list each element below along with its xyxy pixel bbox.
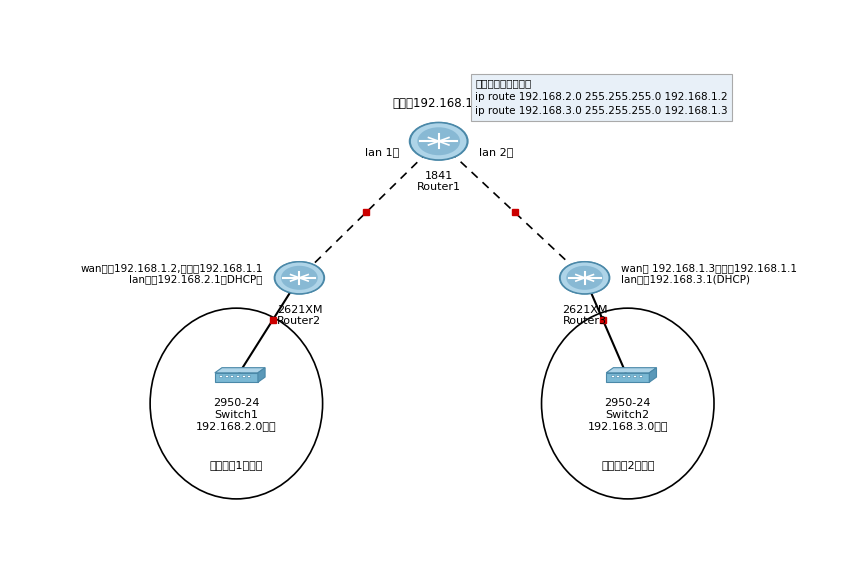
Polygon shape [241, 375, 245, 377]
Circle shape [275, 262, 324, 294]
Polygon shape [633, 375, 636, 377]
Polygon shape [606, 373, 650, 382]
Polygon shape [230, 375, 234, 377]
Circle shape [281, 266, 318, 290]
Polygon shape [219, 375, 223, 377]
Circle shape [410, 123, 467, 160]
Text: 次路由器1的内网: 次路由器1的内网 [210, 460, 263, 470]
Circle shape [560, 262, 609, 294]
Circle shape [559, 261, 610, 294]
Text: 主路由要写静态路由
ip route 192.168.2.0 255.255.255.0 192.168.1.2
ip route 192.168.3.0 25: 主路由要写静态路由 ip route 192.168.2.0 255.255.2… [475, 78, 728, 117]
Polygon shape [639, 375, 641, 377]
Polygon shape [215, 368, 265, 373]
Text: lan 2口: lan 2口 [479, 147, 513, 157]
Text: 2950-24
Switch1: 2950-24 Switch1 [213, 399, 259, 420]
Text: 2950-24
Switch2: 2950-24 Switch2 [604, 399, 651, 420]
Text: 次路由器2的内网: 次路由器2的内网 [601, 460, 655, 470]
Polygon shape [627, 375, 630, 377]
Polygon shape [616, 375, 619, 377]
Circle shape [409, 122, 468, 161]
Text: wan口：192.168.1.2,网关：192.168.1.1
lan口：192.168.2.1（DHCP）: wan口：192.168.1.2,网关：192.168.1.1 lan口：192… [80, 263, 263, 284]
Polygon shape [247, 375, 250, 377]
Polygon shape [610, 375, 614, 377]
Polygon shape [650, 368, 657, 382]
Polygon shape [215, 373, 258, 382]
Polygon shape [621, 375, 625, 377]
Circle shape [418, 127, 460, 155]
Text: 192.168.3.0网段: 192.168.3.0网段 [587, 421, 668, 431]
Polygon shape [258, 368, 265, 382]
Text: wan口 192.168.1.3，网关192.168.1.1
lan口：192.168.3.1(DHCP): wan口 192.168.1.3，网关192.168.1.1 lan口：192.… [621, 263, 797, 284]
Text: 网关：192.168.1.1: 网关：192.168.1.1 [393, 97, 484, 110]
Circle shape [274, 261, 325, 294]
Text: 192.168.2.0网段: 192.168.2.0网段 [196, 421, 276, 431]
Polygon shape [606, 368, 657, 373]
Polygon shape [236, 375, 239, 377]
Text: 2621XM
Router2: 2621XM Router2 [276, 305, 322, 327]
Polygon shape [225, 375, 228, 377]
Text: lan 1口: lan 1口 [365, 147, 399, 157]
Circle shape [566, 266, 603, 290]
Text: 1841
Router1: 1841 Router1 [417, 171, 461, 193]
Text: 2621XM
Router3: 2621XM Router3 [562, 305, 608, 327]
